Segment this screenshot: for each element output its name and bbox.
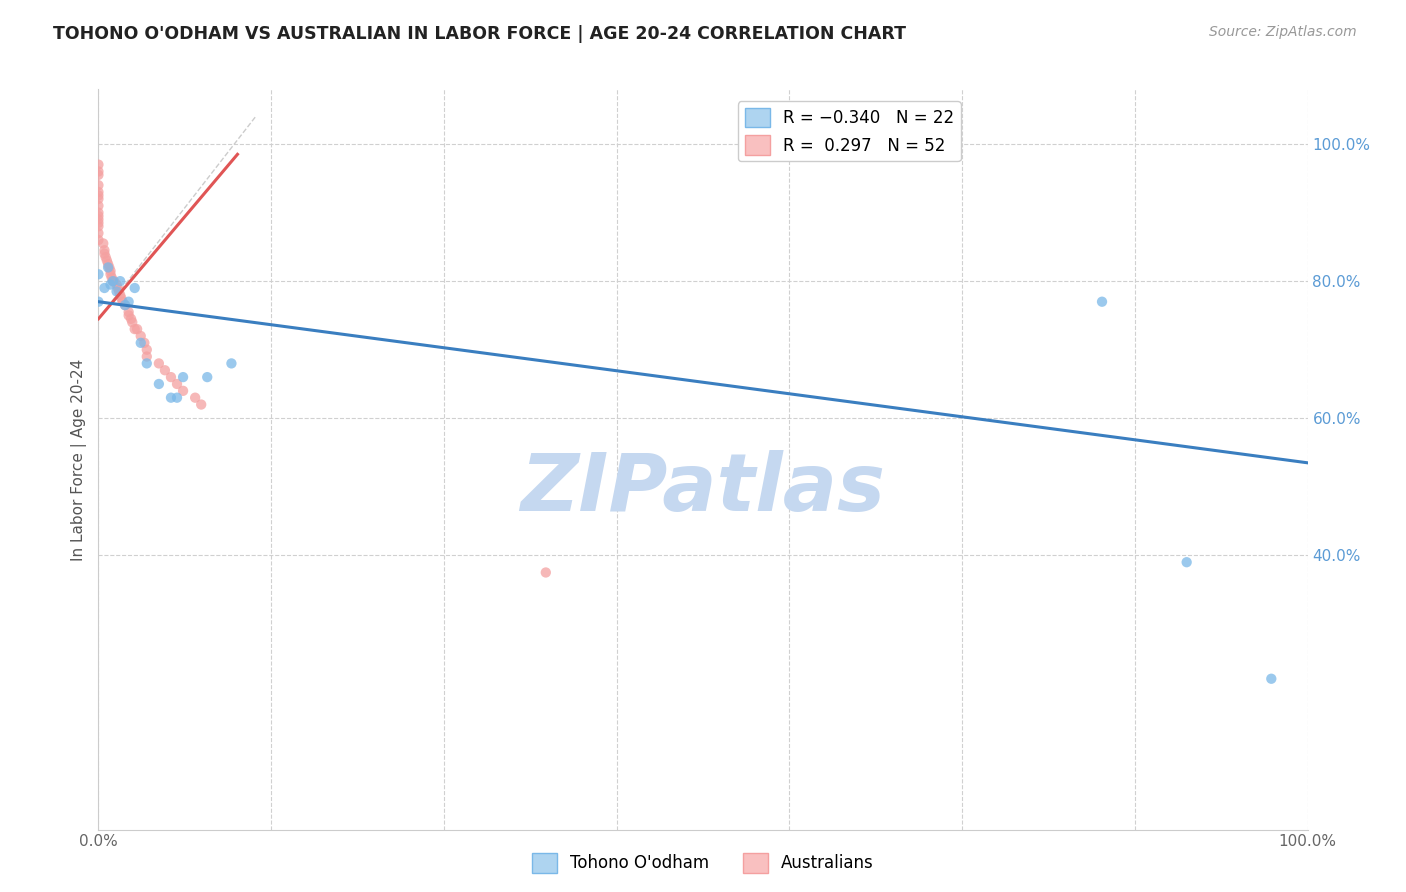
Point: [114, 298, 136, 312]
Point: [87, 164, 110, 178]
Point: [87, 268, 110, 282]
Point: [87, 192, 110, 206]
Point: [100, 270, 122, 285]
Point: [1175, 555, 1198, 569]
Point: [87, 158, 110, 172]
Point: [134, 335, 156, 350]
Point: [111, 294, 134, 309]
Point: [172, 384, 194, 398]
Point: [148, 376, 170, 391]
Point: [1091, 294, 1114, 309]
Point: [221, 356, 243, 370]
Point: [118, 305, 141, 319]
Point: [148, 356, 170, 370]
Legend: Tohono O'odham, Australians: Tohono O'odham, Australians: [526, 847, 880, 880]
Point: [110, 291, 132, 305]
Point: [172, 370, 194, 384]
Point: [87, 233, 110, 247]
Point: [87, 226, 110, 240]
Point: [118, 309, 141, 323]
Point: [87, 178, 110, 193]
Point: [120, 311, 142, 326]
Point: [108, 274, 131, 288]
Point: [129, 335, 152, 350]
Point: [103, 274, 125, 288]
Point: [124, 322, 146, 336]
Point: [87, 294, 110, 309]
Point: [87, 209, 110, 223]
Point: [105, 285, 128, 299]
Point: [91, 236, 114, 251]
Point: [100, 264, 122, 278]
Point: [94, 250, 117, 264]
Point: [153, 363, 176, 377]
Point: [100, 277, 122, 292]
Point: [184, 391, 207, 405]
Point: [87, 205, 110, 219]
Point: [190, 398, 212, 412]
Text: Source: ZipAtlas.com: Source: ZipAtlas.com: [1209, 25, 1357, 39]
Point: [195, 370, 218, 384]
Point: [121, 315, 143, 329]
Point: [135, 356, 157, 370]
Point: [166, 376, 188, 391]
Point: [87, 199, 110, 213]
Point: [96, 253, 118, 268]
Point: [160, 370, 183, 384]
Y-axis label: In Labor Force | Age 20-24: In Labor Force | Age 20-24: [72, 359, 87, 560]
Point: [135, 350, 157, 364]
Point: [127, 322, 149, 336]
Point: [166, 391, 188, 405]
Point: [100, 268, 122, 282]
Point: [87, 188, 110, 202]
Point: [534, 566, 557, 580]
Point: [160, 391, 183, 405]
Point: [135, 343, 157, 357]
Point: [108, 288, 131, 302]
Point: [97, 257, 120, 271]
Point: [107, 281, 129, 295]
Point: [101, 274, 124, 288]
Text: TOHONO O'ODHAM VS AUSTRALIAN IN LABOR FORCE | AGE 20-24 CORRELATION CHART: TOHONO O'ODHAM VS AUSTRALIAN IN LABOR FO…: [53, 25, 907, 43]
Point: [87, 168, 110, 182]
Legend: R = −0.340   N = 22, R =  0.297   N = 52: R = −0.340 N = 22, R = 0.297 N = 52: [738, 101, 960, 161]
Point: [105, 277, 128, 292]
Point: [108, 285, 131, 299]
Point: [129, 329, 152, 343]
Point: [118, 294, 141, 309]
Point: [93, 244, 115, 258]
Point: [101, 274, 124, 288]
Point: [87, 216, 110, 230]
Point: [98, 260, 121, 275]
Point: [1260, 672, 1282, 686]
Point: [87, 185, 110, 199]
Point: [87, 219, 110, 234]
Point: [93, 246, 115, 260]
Point: [114, 298, 136, 312]
Point: [97, 260, 120, 275]
Text: ZIPatlas: ZIPatlas: [520, 450, 886, 528]
Point: [93, 281, 115, 295]
Point: [87, 212, 110, 227]
Point: [124, 281, 146, 295]
